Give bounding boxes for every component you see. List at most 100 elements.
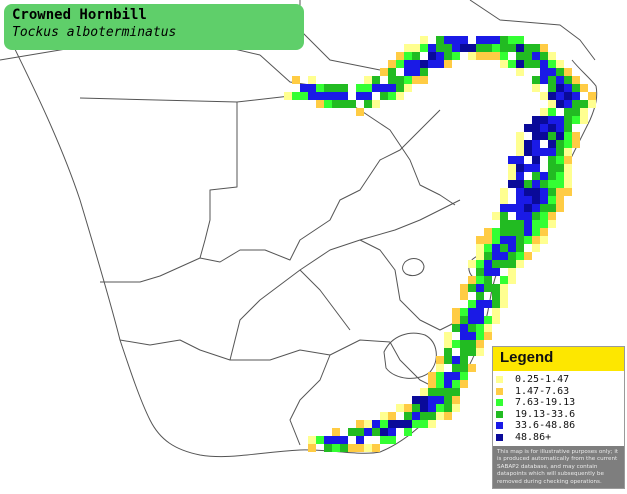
province-line-3 xyxy=(359,239,461,331)
occurrence-cell xyxy=(524,164,532,172)
province-line-6 xyxy=(289,354,331,446)
occurrence-cell xyxy=(516,228,524,236)
occurrence-cell xyxy=(556,172,564,180)
legend-item: 19.13-33.6 xyxy=(493,409,624,421)
occurrence-cell xyxy=(300,84,308,92)
occurrence-cell xyxy=(388,92,396,100)
occurrence-cell xyxy=(428,420,436,428)
occurrence-cell xyxy=(468,348,476,356)
occurrence-cell xyxy=(420,36,428,44)
occurrence-cell xyxy=(500,188,508,196)
occurrence-cell xyxy=(476,236,484,244)
occurrence-cell xyxy=(476,324,484,332)
occurrence-cell xyxy=(540,212,548,220)
occurrence-cell xyxy=(564,108,572,116)
occurrence-cell xyxy=(524,180,532,188)
occurrence-cell xyxy=(548,132,556,140)
occurrence-cell xyxy=(548,196,556,204)
occurrence-cell xyxy=(308,436,316,444)
occurrence-cell xyxy=(428,60,436,68)
occurrence-cell xyxy=(556,60,564,68)
occurrence-cell xyxy=(524,188,532,196)
occurrence-cell xyxy=(564,100,572,108)
occurrence-cell xyxy=(540,148,548,156)
occurrence-cell xyxy=(364,84,372,92)
occurrence-cell xyxy=(564,188,572,196)
occurrence-cell xyxy=(524,148,532,156)
occurrence-cell xyxy=(500,220,508,228)
occurrence-cell xyxy=(564,116,572,124)
occurrence-cell xyxy=(516,220,524,228)
legend-label: 48.86+ xyxy=(515,431,552,443)
occurrence-cell xyxy=(476,44,484,52)
occurrence-cell xyxy=(500,292,508,300)
occurrence-cell xyxy=(476,332,484,340)
occurrence-cell xyxy=(500,228,508,236)
occurrence-cell xyxy=(292,92,300,100)
occurrence-cell xyxy=(436,380,444,388)
occurrence-cell xyxy=(540,124,548,132)
occurrence-cell xyxy=(508,172,516,180)
title-box: Crowned Hornbill Tockus alboterminatus xyxy=(4,4,304,50)
occurrence-cell xyxy=(452,324,460,332)
occurrence-cell xyxy=(340,100,348,108)
occurrence-cell xyxy=(484,244,492,252)
occurrence-cell xyxy=(540,108,548,116)
occurrence-cell xyxy=(500,196,508,204)
occurrence-cell xyxy=(396,404,404,412)
occurrence-cell xyxy=(396,84,404,92)
occurrence-cell xyxy=(388,420,396,428)
occurrence-cell xyxy=(556,84,564,92)
occurrence-cell xyxy=(524,44,532,52)
occurrence-cell xyxy=(308,84,316,92)
occurrence-cell xyxy=(468,300,476,308)
occurrence-cell xyxy=(364,100,372,108)
occurrence-cell xyxy=(564,132,572,140)
occurrence-cell xyxy=(476,292,484,300)
occurrence-cell xyxy=(380,420,388,428)
occurrence-cell xyxy=(444,332,452,340)
occurrence-cell xyxy=(444,60,452,68)
occurrence-cell xyxy=(404,420,412,428)
occurrence-cell xyxy=(492,236,500,244)
occurrence-cell xyxy=(476,284,484,292)
occurrence-cell xyxy=(428,52,436,60)
occurrence-cell xyxy=(508,236,516,244)
occurrence-cell xyxy=(484,268,492,276)
occurrence-cell xyxy=(348,444,356,452)
occurrence-cell xyxy=(460,44,468,52)
legend-rows: 0.25-1.47 1.47-7.63 7.63-19.13 19.13-33.… xyxy=(493,371,624,443)
occurrence-cell xyxy=(452,372,460,380)
occurrence-cell xyxy=(564,68,572,76)
occurrence-cell xyxy=(420,76,428,84)
occurrence-cell xyxy=(468,324,476,332)
occurrence-cell xyxy=(532,244,540,252)
legend-item: 33.6-48.86 xyxy=(493,420,624,432)
occurrence-cell xyxy=(508,156,516,164)
occurrence-cell xyxy=(516,140,524,148)
occurrence-cell xyxy=(516,148,524,156)
occurrence-cell xyxy=(396,420,404,428)
occurrence-cell xyxy=(460,324,468,332)
occurrence-cell xyxy=(412,52,420,60)
occurrence-cell xyxy=(532,236,540,244)
occurrence-cell xyxy=(356,428,364,436)
occurrence-cell xyxy=(508,252,516,260)
occurrence-cell xyxy=(572,76,580,84)
occurrence-cell xyxy=(364,444,372,452)
occurrence-cell xyxy=(380,436,388,444)
occurrence-cell xyxy=(556,204,564,212)
occurrence-cell xyxy=(460,316,468,324)
occurrence-cell xyxy=(580,116,588,124)
occurrence-cell xyxy=(540,92,548,100)
occurrence-cell xyxy=(524,196,532,204)
occurrence-cell xyxy=(532,188,540,196)
occurrence-cell xyxy=(500,36,508,44)
occurrence-cell xyxy=(468,52,476,60)
occurrence-cell xyxy=(556,76,564,84)
occurrence-cell xyxy=(492,244,500,252)
occurrence-cell xyxy=(548,148,556,156)
occurrence-cell xyxy=(508,268,516,276)
occurrence-cell xyxy=(532,148,540,156)
occurrence-cell xyxy=(572,84,580,92)
